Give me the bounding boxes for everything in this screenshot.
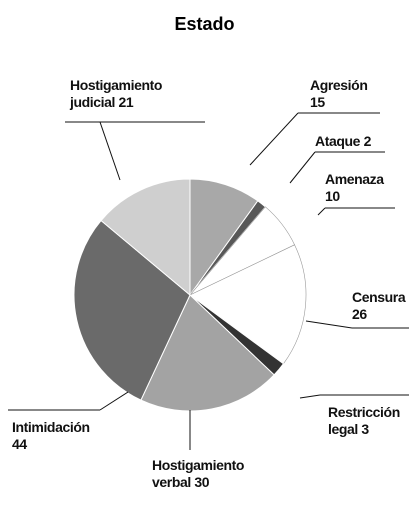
slice-label: Hostigamiento verbal 30: [152, 457, 272, 491]
leader-line: [289, 151, 316, 184]
value-label: 2: [363, 133, 372, 149]
chart-title: Estado: [174, 14, 235, 34]
leader-line: [299, 394, 321, 399]
leader-line: [99, 391, 129, 411]
value-label: 10: [325, 188, 340, 204]
slice-label: Amenaza 10: [325, 171, 405, 205]
category-label: Amenaza: [325, 171, 384, 187]
pie-slice: [100, 178, 191, 297]
category-label: Ataque: [315, 133, 361, 149]
leader-line: [99, 121, 121, 181]
pie-slice: [73, 219, 191, 401]
category-label: Restricción legal: [328, 404, 400, 437]
value-label: 30: [194, 474, 210, 490]
category-label: Censura: [352, 289, 406, 305]
slice-label: Restricción legal 3: [328, 404, 409, 438]
category-label: Intimidación: [12, 419, 90, 435]
value-label: 21: [118, 94, 134, 110]
pie-slice: [189, 178, 259, 297]
leader-line: [249, 112, 299, 166]
category-label: Agresión: [310, 77, 368, 93]
value-label: 26: [352, 306, 367, 322]
slice-label: Censura 26: [352, 289, 409, 323]
value-label: 15: [310, 94, 325, 110]
value-label: 3: [361, 421, 369, 437]
pie-slice: [189, 244, 307, 365]
pie-slice: [140, 294, 275, 412]
slice-label: Ataque 2: [315, 133, 405, 150]
leader-line: [305, 320, 353, 329]
category-label: Hostigamiento judicial: [70, 77, 163, 110]
slice-label: Agresión 15: [310, 77, 400, 111]
category-label: Hostigamiento verbal: [152, 457, 245, 490]
value-label: 44: [12, 436, 27, 452]
leader-line: [317, 207, 326, 216]
slice-label: Hostigamiento judicial 21: [70, 77, 200, 111]
slice-label: Intimidación 44: [12, 419, 122, 453]
